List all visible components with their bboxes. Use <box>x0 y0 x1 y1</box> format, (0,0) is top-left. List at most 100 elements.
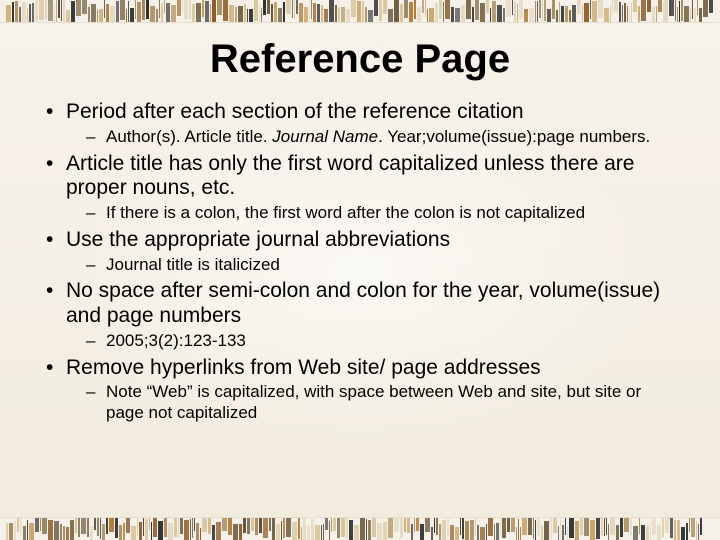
barcode-bar <box>610 6 611 22</box>
bullet-text: Use the appropriate journal abbreviation… <box>66 228 450 251</box>
decorative-barcode-bottom <box>0 518 720 540</box>
barcode-bar <box>575 521 579 540</box>
barcode-bar <box>126 518 130 533</box>
barcode-bar <box>694 8 696 22</box>
italic-text: Journal Name <box>272 127 378 146</box>
barcode-bar <box>311 519 314 540</box>
barcode-bar <box>228 518 232 535</box>
barcode-bar <box>177 0 182 16</box>
barcode-bar <box>48 0 53 21</box>
barcode-bar <box>238 6 243 22</box>
barcode-bar <box>63 0 65 22</box>
barcode-bar <box>317 4 320 22</box>
barcode-bar <box>567 526 568 540</box>
barcode-bar <box>684 6 689 22</box>
barcode-bar <box>665 518 669 533</box>
barcode-bar <box>14 521 16 540</box>
barcode-bar <box>429 8 434 22</box>
barcode-bar <box>263 0 266 15</box>
barcode-bar <box>404 518 406 532</box>
barcode-bar <box>486 0 489 13</box>
barcode-bar <box>535 1 536 22</box>
barcode-bar <box>139 522 142 540</box>
barcode-bar <box>301 527 302 540</box>
barcode-bar <box>641 525 645 540</box>
barcode-bar <box>274 2 277 22</box>
barcode-bar <box>425 518 430 532</box>
barcode-bar <box>40 518 41 531</box>
barcode-bar <box>500 518 501 535</box>
barcode-bar <box>106 518 108 534</box>
barcode-bar <box>388 9 393 22</box>
barcode-bar <box>323 524 324 540</box>
barcode-bar <box>333 518 336 531</box>
barcode-bar <box>249 9 253 22</box>
barcode-bar <box>164 0 165 13</box>
barcode-bar <box>425 0 426 17</box>
barcode-bar <box>550 518 552 539</box>
sub-bullet-text: 2005;3(2):123-133 <box>106 331 246 350</box>
barcode-bar <box>658 0 662 12</box>
barcode-bar <box>35 0 38 21</box>
barcode-bar <box>517 4 518 22</box>
barcode-bar <box>259 5 260 22</box>
barcode-bar <box>247 9 248 22</box>
barcode-bar <box>394 0 399 22</box>
barcode-bar <box>189 0 191 19</box>
barcode-bar <box>360 518 365 540</box>
barcode-bar <box>87 518 89 537</box>
barcode-bar <box>272 518 275 540</box>
barcode-bar <box>184 0 188 19</box>
barcode-bar <box>558 526 559 540</box>
barcode-bar <box>29 523 34 540</box>
barcode-bar <box>137 2 141 22</box>
barcode-bar <box>529 8 534 22</box>
barcode-bar <box>6 5 11 22</box>
barcode-bar <box>235 7 237 22</box>
barcode-bar <box>633 0 638 12</box>
sub-bullet-text: Note “Web” is capitalized, with space be… <box>106 382 641 422</box>
barcode-bar <box>239 524 242 540</box>
barcode-bar <box>496 523 499 540</box>
barcode-bar <box>335 5 337 22</box>
barcode-bar <box>572 5 576 22</box>
barcode-bar <box>383 0 387 14</box>
barcode-bar <box>533 518 534 539</box>
barcode-bar <box>619 2 621 22</box>
barcode-bar <box>19 7 21 22</box>
barcode-bar <box>283 518 285 538</box>
barcode-bar <box>180 518 183 534</box>
barcode-bar <box>497 5 502 22</box>
barcode-bar <box>582 5 583 22</box>
barcode-bar <box>700 518 702 535</box>
slide-frame: Reference Page Period after each section… <box>0 22 720 518</box>
barcode-bar <box>502 518 506 538</box>
bullet-item: Article title has only the first word ca… <box>42 152 678 224</box>
barcode-bar <box>590 0 591 19</box>
barcode-bar <box>251 518 254 531</box>
barcode-bar <box>677 7 678 23</box>
barcode-bar <box>507 518 510 532</box>
barcode-bar <box>674 520 676 540</box>
barcode-bar <box>100 518 101 539</box>
barcode-bar <box>709 0 713 13</box>
barcode-bar <box>443 2 444 22</box>
barcode-bar <box>598 0 603 18</box>
barcode-bar <box>130 8 134 22</box>
barcode-bar <box>662 518 664 537</box>
barcode-bar <box>161 3 163 22</box>
barcode-bar <box>488 518 493 536</box>
barcode-bar <box>592 1 597 22</box>
barcode-bar <box>698 524 699 540</box>
barcode-bar <box>439 524 441 540</box>
barcode-bar <box>39 0 44 20</box>
barcode-bar <box>610 518 615 535</box>
barcode-bar <box>346 518 348 539</box>
barcode-bar <box>17 518 19 532</box>
barcode-bar <box>196 3 201 22</box>
bullet-text: No space after semi-colon and colon for … <box>66 279 660 327</box>
barcode-bar <box>109 518 114 532</box>
barcode-bar <box>115 518 118 538</box>
barcode-bar <box>82 0 87 14</box>
bullet-item: Use the appropriate journal abbreviation… <box>42 228 678 276</box>
